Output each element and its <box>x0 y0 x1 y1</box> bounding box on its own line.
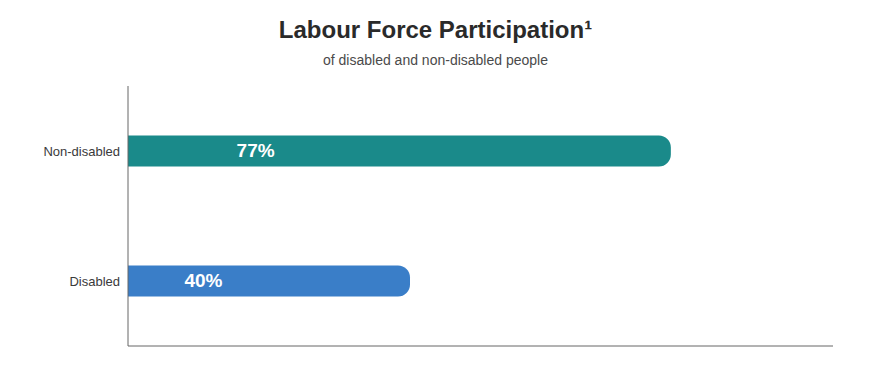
html-text:Labour Force Participation¹: Labour Force Participation¹ <box>278 16 593 43</box>
svg-text:40%: 40% <box>184 270 222 291</box>
svg-text:Disabled: Disabled <box>69 274 120 289</box>
svg-text:77%: 77% <box>237 140 275 161</box>
svg-text:Non-disabled: Non-disabled <box>43 144 120 159</box>
html-text:of disabled and non-disabled p: of disabled and non-disabled people <box>323 52 548 68</box>
